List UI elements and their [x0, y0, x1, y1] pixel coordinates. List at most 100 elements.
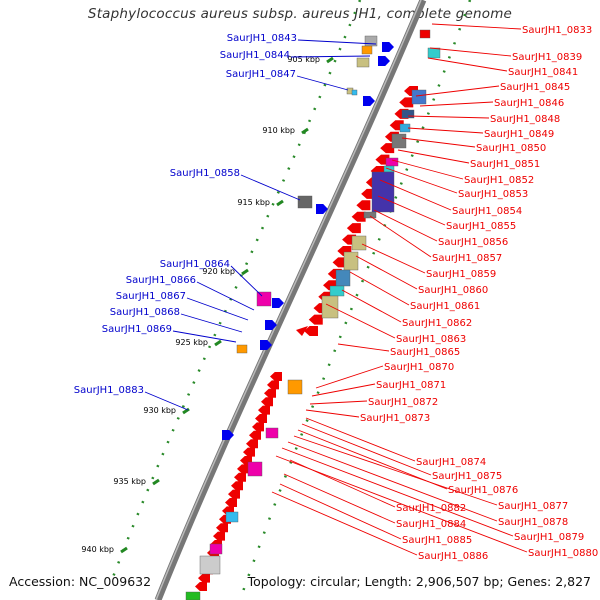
gene-arrow: [316, 204, 328, 214]
gene-arrow: [260, 340, 272, 350]
gene-label-reverse[interactable]: SaurJH1_0851: [470, 159, 540, 170]
gene-label-forward[interactable]: SaurJH1_0844: [220, 50, 290, 61]
gene-label-reverse[interactable]: SaurJH1_0876: [448, 485, 518, 496]
gene-block: [287, 379, 303, 395]
gene-leader-line: [341, 289, 402, 323]
gene-arrow: [304, 326, 318, 336]
gene-label-forward[interactable]: SaurJH1_0867: [116, 291, 186, 302]
gene-label-reverse[interactable]: SaurJH1_0875: [432, 471, 502, 482]
gene-label-reverse[interactable]: SaurJH1_0855: [446, 221, 516, 232]
scale-track: [108, 0, 362, 586]
gene-arrow: [237, 464, 249, 474]
gene-block: [256, 291, 272, 307]
genome-summary: Topology: circular; Length: 2,906,507 bp…: [247, 574, 591, 589]
gene-leader-line: [196, 281, 255, 311]
gene-label-reverse[interactable]: SaurJH1_0859: [426, 269, 496, 280]
gene-arrow: [378, 56, 390, 66]
genome-backbone: [154, 0, 427, 600]
gene-leader-line: [172, 330, 237, 343]
gene-label-reverse[interactable]: SaurJH1_0833: [522, 25, 592, 36]
gene-leader-line: [305, 417, 416, 462]
gene-track-reverse-dots: [238, 0, 472, 600]
gene-label-reverse[interactable]: SaurJH1_0872: [368, 397, 438, 408]
gene-label-reverse[interactable]: SaurJH1_0865: [390, 347, 460, 358]
gene-label-reverse[interactable]: SaurJH1_0878: [498, 517, 568, 528]
gene-label-reverse[interactable]: SaurJH1_0882: [396, 503, 466, 514]
gene-label-reverse[interactable]: SaurJH1_0841: [508, 67, 578, 78]
gene-label-reverse[interactable]: SaurJH1_0839: [512, 52, 582, 63]
gene-block: [391, 133, 407, 149]
gene-labels: SaurJH1_0843 SaurJH1_0844 SaurJH1_0847 Saur…: [74, 23, 598, 562]
gene-block: [419, 29, 431, 39]
gene-features: [185, 29, 441, 600]
scale-tick-label: 915 kbp: [237, 198, 270, 207]
gene-label-reverse[interactable]: SaurJH1_0849: [484, 129, 554, 140]
gene-label-reverse[interactable]: SaurJH1_0850: [476, 143, 546, 154]
gene-label-forward[interactable]: SaurJH1_0858: [170, 168, 240, 179]
gene-label-reverse[interactable]: SaurJH1_0856: [438, 237, 508, 248]
gene-arrow: [258, 405, 270, 415]
gene-leader-line: [271, 491, 418, 556]
gene-arrow: [308, 314, 323, 325]
gene-arrow: [363, 96, 375, 106]
gene-arrow: [228, 489, 240, 499]
gene-arrow: [399, 97, 414, 108]
gene-label-reverse[interactable]: SaurJH1_0886: [418, 551, 488, 562]
gene-label-reverse[interactable]: SaurJH1_0871: [376, 380, 446, 391]
gene-label-reverse[interactable]: SaurJH1_0877: [498, 501, 568, 512]
gene-leader-line: [240, 174, 301, 201]
gene-label-reverse[interactable]: SaurJH1_0857: [432, 253, 502, 264]
gene-leader-line: [431, 23, 522, 30]
gene-leader-line: [429, 47, 512, 57]
gene-label-reverse[interactable]: SaurJH1_0853: [458, 189, 528, 200]
gene-label-forward[interactable]: SaurJH1_0868: [110, 307, 180, 318]
gene-label-forward[interactable]: SaurJH1_0864: [160, 259, 230, 270]
gene-label-reverse[interactable]: SaurJH1_0870: [384, 362, 454, 373]
gene-block: [351, 89, 358, 96]
gene-arrow: [346, 223, 361, 234]
gene-block: [385, 157, 399, 167]
gene-leader-line: [287, 441, 498, 522]
gene-label-reverse[interactable]: SaurJH1_0863: [396, 334, 466, 345]
gene-block: [185, 591, 201, 600]
scale-tick-label: 935 kbp: [113, 477, 146, 486]
gene-label-forward[interactable]: SaurJH1_0847: [226, 69, 296, 80]
gene-label-forward[interactable]: SaurJH1_0869: [102, 324, 172, 335]
gene-label-reverse[interactable]: SaurJH1_0845: [500, 82, 570, 93]
gene-label-forward[interactable]: SaurJH1_0866: [126, 275, 196, 286]
gene-arrow: [213, 531, 225, 541]
gene-label-reverse[interactable]: SaurJH1_0860: [418, 285, 488, 296]
gene-leader-line: [180, 313, 243, 333]
gene-block: [199, 555, 221, 575]
gene-leader-line: [355, 255, 418, 290]
gene-label-reverse[interactable]: SaurJH1_0880: [528, 548, 598, 559]
gene-label-reverse[interactable]: SaurJH1_0874: [416, 457, 486, 468]
gene-block: [361, 45, 373, 55]
gene-label-reverse[interactable]: SaurJH1_0862: [402, 318, 472, 329]
gene-leader-line: [305, 409, 360, 418]
gene-leader-line: [186, 297, 249, 321]
gene-label-reverse[interactable]: SaurJH1_0885: [402, 535, 472, 546]
gene-block: [371, 171, 395, 213]
genome-backbone-highlight: [155, 0, 422, 600]
gene-label-reverse[interactable]: SaurJH1_0852: [464, 175, 534, 186]
gene-leader-line: [290, 55, 371, 58]
gene-block: [247, 461, 263, 477]
gene-arrow: [231, 481, 243, 491]
gene-label-forward[interactable]: SaurJH1_0843: [227, 33, 297, 44]
gene-label-reverse[interactable]: SaurJH1_0848: [490, 114, 560, 125]
gene-label-reverse[interactable]: SaurJH1_0873: [360, 413, 430, 424]
gene-label-reverse[interactable]: SaurJH1_0879: [514, 532, 584, 543]
gene-leader-line: [311, 383, 376, 397]
gene-label-reverse[interactable]: SaurJH1_0861: [410, 301, 480, 312]
scale-tick-label: 920 kbp: [202, 267, 235, 276]
gene-leader-line: [419, 101, 494, 107]
gene-label-forward[interactable]: SaurJH1_0883: [74, 385, 144, 396]
gene-leader-line: [325, 303, 396, 339]
gene-block: [265, 427, 279, 439]
gene-label-reverse[interactable]: SaurJH1_0854: [452, 206, 522, 217]
gene-label-reverse[interactable]: SaurJH1_0884: [396, 519, 466, 530]
gene-block: [364, 35, 378, 47]
gene-label-reverse[interactable]: SaurJH1_0846: [494, 98, 564, 109]
scale-tick: [326, 56, 334, 64]
